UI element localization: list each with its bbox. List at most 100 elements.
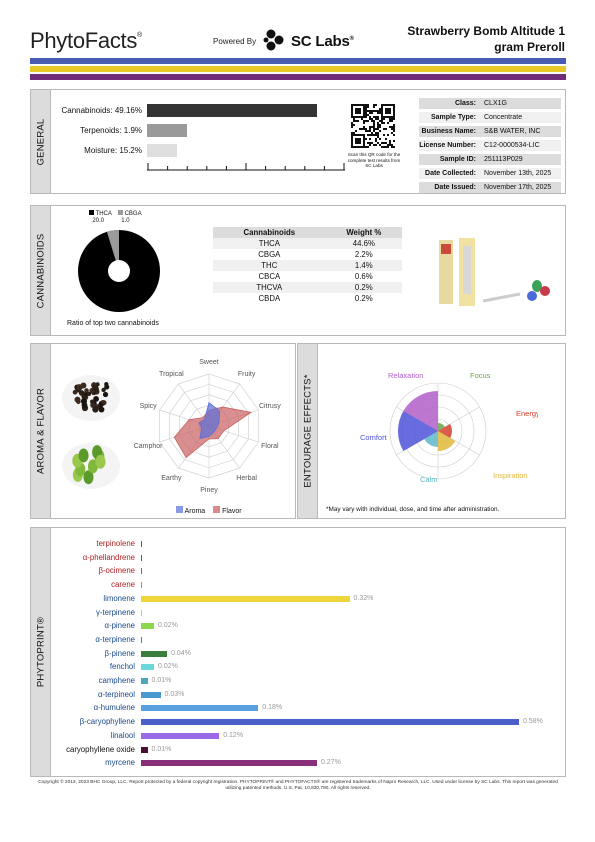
entourage-label: Relaxation — [388, 371, 423, 380]
terpene-value: 0.01% — [151, 677, 172, 684]
product-image — [439, 238, 550, 306]
phytoprint-tab: PHYTOPRINT® — [31, 528, 51, 776]
terpene-bar — [141, 636, 142, 643]
general-bar-label: Terpenoids: — [80, 126, 122, 135]
cannabinoid-weight: 0.6% — [354, 272, 373, 281]
terpene-bar — [141, 678, 148, 684]
entourage-tab: ENTOURAGE EFFECTS* — [298, 344, 318, 518]
info-key: Class: — [454, 100, 476, 107]
general-scale — [147, 163, 345, 171]
info-value: C12-0000534-LIC — [484, 142, 540, 149]
terpene-bar — [141, 719, 519, 726]
info-value: 251113P029 — [484, 156, 523, 163]
terpene-value: 0.01% — [151, 745, 172, 753]
terpene-bar — [141, 623, 155, 630]
general-bar-text: Terpenoids: 1.9% — [51, 126, 142, 135]
terpene-name: carene — [111, 580, 135, 590]
table-row: CBDA 0.2% — [213, 293, 402, 304]
terpene-name: α-pinene — [104, 621, 135, 631]
entourage-section: ENTOURAGE EFFECTS* Relaxation Focus Energy… — [297, 343, 566, 519]
radar-axis-label: Herbal — [236, 475, 257, 482]
stripe-blue — [30, 58, 566, 64]
radar-axis-label: Camphor — [134, 443, 163, 450]
col-weight: Weight % — [325, 227, 402, 238]
cannabinoid-name: CBDA — [258, 294, 281, 303]
info-value: CLX1G — [484, 100, 507, 107]
info-row: Class: CLX1G — [419, 98, 561, 109]
entourage-wedge — [438, 423, 445, 431]
terpene-value: 0.58% — [523, 718, 543, 726]
col-cannabinoids: Cannabinoids — [213, 227, 326, 238]
phytoprint-section: PHYTOPRINT® terpinolene α-phellandrene β-o… — [30, 527, 566, 777]
terpene-name: limonene — [103, 593, 135, 603]
entourage-label: Focus — [470, 371, 491, 380]
terpene-bar — [141, 691, 161, 698]
general-section: GENERAL Cannabinoids: 49.16% Terpenoids: … — [30, 89, 566, 194]
stripe-yellow — [30, 66, 566, 72]
terpene-name: terpinolene — [96, 539, 135, 548]
legend-thca: THCA 20.0 — [89, 210, 112, 224]
table-row: THCA 44.6% — [213, 238, 402, 249]
entourage-label: Energy — [516, 409, 538, 418]
terpene-bar — [141, 609, 142, 616]
phytoprint-row: linalool 0.12% — [31, 730, 567, 742]
phytoprint-row: α-pinene 0.02% — [31, 620, 567, 632]
info-value: November 13th, 2025 — [484, 170, 552, 177]
aroma-series — [198, 401, 221, 440]
cannabinoid-weight: 0.2% — [325, 282, 402, 293]
radar-axis-label: Fruity — [238, 371, 256, 378]
terpene-value: 0.02% — [158, 622, 178, 630]
info-value: Concentrate — [484, 114, 523, 121]
terpene-name: myrcene — [105, 758, 135, 768]
terpene-value: 0.32% — [353, 594, 374, 602]
entourage-wedge — [403, 391, 438, 431]
pie-hole — [108, 260, 130, 282]
cannabinoid-weight: 0.2% — [354, 294, 373, 303]
qr-code-icon[interactable] — [351, 104, 395, 148]
terpene-bar — [141, 568, 142, 575]
general-bar-label: Moisture: — [84, 146, 118, 155]
phytoprint-row: camphene 0.01% — [31, 675, 567, 687]
cannabinoid-name: CBGA — [258, 250, 281, 259]
phytoprint-row: myrcene 0.27% — [31, 757, 567, 769]
info-value: November 17th, 2025 — [484, 184, 552, 191]
terpene-bar — [141, 554, 142, 561]
entourage-label: Inspiration — [493, 471, 528, 480]
terpene-name: γ-terpinene — [95, 607, 135, 617]
info-row: Date Collected: November 13th, 2025 — [419, 168, 561, 179]
entourage-wedge — [438, 424, 452, 438]
terpene-bar — [141, 650, 168, 657]
footer-copyright: Copyright © 2013, 2023 BHC Group, LLC. R… — [38, 780, 558, 791]
terpene-name: α-humulene — [93, 703, 135, 713]
cannabinoid-table: Cannabinoids Weight % THCA 44.6% CBGA 2.2% TH… — [213, 227, 402, 304]
info-key: License Number: — [419, 142, 476, 149]
general-bar-value: 1.9% — [123, 126, 142, 135]
sc-labs-logo-icon — [263, 29, 284, 51]
general-bar — [147, 144, 178, 157]
table-row: THCVA 0.2% — [213, 282, 402, 293]
cannabinoid-name: CBCA — [258, 272, 281, 281]
terpene-name: β-pinene — [104, 648, 136, 658]
phytoprint-row: terpinolene — [31, 538, 567, 550]
sc-labs-wordmark: SC Labs® — [291, 33, 354, 50]
radar-axis-label: Earthy — [161, 475, 182, 482]
table-row: THC 1.4% — [213, 260, 402, 271]
general-bar-text: Moisture: 15.2% — [51, 146, 142, 155]
cannabinoid-weight: 1.4% — [325, 260, 402, 271]
phytoprint-row: caryophyllene oxide 0.01% — [31, 744, 567, 756]
terpene-value: 0.12% — [223, 731, 244, 739]
terpene-name: linalool — [110, 730, 135, 740]
pie-caption: Ratio of top two cannabinoids — [67, 320, 159, 327]
phytoprint-row: α-terpinene — [31, 634, 567, 646]
radar-axis-label: Piney — [200, 487, 218, 494]
cannabinoid-name: THC — [213, 260, 326, 271]
entourage-label: Comfort — [360, 433, 388, 442]
terpene-name: camphene — [98, 676, 135, 685]
info-key: Business Name: — [421, 128, 476, 135]
general-bar — [147, 124, 188, 137]
radar-axis-label: Tropical — [159, 371, 184, 378]
aroma-legend: Aroma Flavor — [176, 506, 242, 515]
phytoprint-row: α-terpineol 0.03% — [31, 689, 567, 701]
peppercorn-image — [62, 375, 120, 421]
info-value: S&B WATER, INC — [484, 128, 541, 135]
